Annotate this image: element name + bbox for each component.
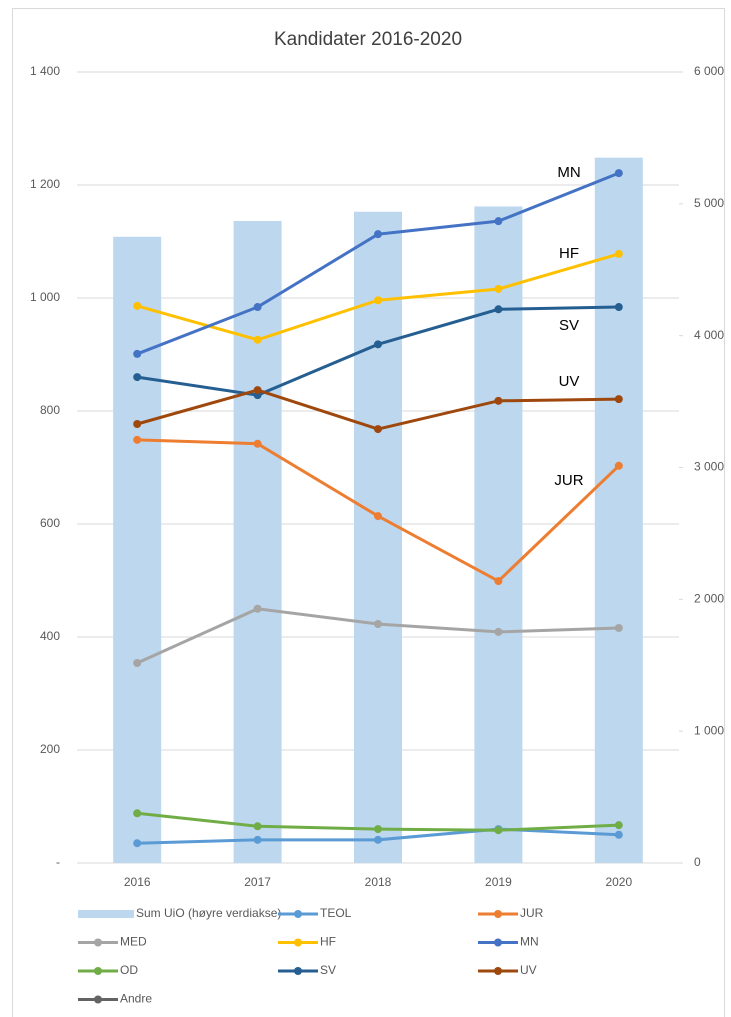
point <box>253 835 262 844</box>
legend-swatch <box>94 995 102 1004</box>
x-tick-label: 2020 <box>605 875 632 889</box>
point <box>374 620 382 629</box>
point <box>494 284 503 293</box>
y2-tick-label: 3 000 <box>694 460 724 474</box>
y2-tick-label: 6 000 <box>694 64 724 78</box>
point <box>133 349 142 358</box>
bar <box>113 236 162 863</box>
legend-label: MED <box>120 935 147 949</box>
point <box>253 303 262 312</box>
legend-label: UV <box>520 963 537 977</box>
point <box>614 821 623 830</box>
bar <box>233 220 282 863</box>
legend-label: OD <box>120 963 138 977</box>
point <box>133 658 142 667</box>
point <box>614 830 623 839</box>
annotation: JUR <box>554 472 583 489</box>
y-tick-label: 800 <box>40 403 60 417</box>
x-tick-label: 2018 <box>365 875 392 889</box>
point <box>494 577 503 586</box>
point <box>374 512 382 521</box>
y2-tick-label: 2 000 <box>694 592 724 606</box>
legend-swatch <box>294 938 302 947</box>
point <box>614 395 623 404</box>
point <box>133 301 142 310</box>
x-tick-label: 2017 <box>244 875 271 889</box>
bar <box>354 211 402 863</box>
legend-label: Sum UiO (høyre verdiakse) <box>136 906 281 920</box>
legend-label: TEOL <box>320 906 352 920</box>
legend-swatch <box>294 910 302 918</box>
y2-tick-label: 4 000 <box>694 328 724 342</box>
point <box>253 604 262 613</box>
point <box>494 396 503 405</box>
point <box>614 623 623 632</box>
annotation: UV <box>559 373 580 390</box>
x-tick-label: 2019 <box>485 875 512 889</box>
point <box>374 825 382 834</box>
point <box>614 461 623 470</box>
chart-title: Kandidater 2016-2020 <box>274 29 462 50</box>
point <box>133 419 142 428</box>
legend-label: Andre <box>120 992 152 1006</box>
point <box>133 373 142 382</box>
point <box>253 822 262 831</box>
y-tick-label: 1 000 <box>30 290 60 304</box>
point <box>494 305 503 314</box>
legend-swatch <box>94 938 102 947</box>
legend-swatch <box>78 910 134 918</box>
y2-tick-label: 0 <box>694 855 701 869</box>
legend-swatch <box>494 938 502 947</box>
y-tick-label: 200 <box>40 742 60 756</box>
point <box>614 249 623 258</box>
bar <box>474 206 523 864</box>
legend-swatch <box>94 967 102 975</box>
y-tick-label: - <box>56 855 60 869</box>
bar <box>594 157 643 864</box>
point <box>614 303 623 312</box>
point <box>133 435 142 444</box>
y-tick-label: 1 200 <box>30 177 60 191</box>
legend-label: MN <box>520 935 539 949</box>
point <box>374 425 382 434</box>
point <box>253 386 262 395</box>
point <box>253 335 262 344</box>
y-tick-label: 400 <box>40 629 60 643</box>
legend-swatch <box>494 967 502 975</box>
point <box>614 169 623 178</box>
point <box>374 835 382 844</box>
point <box>494 217 503 226</box>
legend-label: HF <box>320 935 336 949</box>
legend-swatch <box>494 910 502 918</box>
legend-label: SV <box>320 963 336 977</box>
point <box>133 839 142 848</box>
point <box>374 340 382 349</box>
annotation: HF <box>559 245 579 262</box>
legend-label: JUR <box>520 906 544 920</box>
point <box>494 826 503 835</box>
x-tick-label: 2016 <box>124 875 151 889</box>
y2-tick-label: 5 000 <box>694 196 724 210</box>
point <box>133 809 142 818</box>
point <box>494 627 503 636</box>
point <box>374 230 382 239</box>
point <box>253 439 262 448</box>
y2-tick-label: 1 000 <box>694 723 724 737</box>
y-tick-label: 1 400 <box>30 64 60 78</box>
annotation: MN <box>557 164 580 181</box>
annotation: SV <box>559 317 579 334</box>
legend-swatch <box>294 967 302 975</box>
point <box>374 296 382 305</box>
y-tick-label: 600 <box>40 516 60 530</box>
